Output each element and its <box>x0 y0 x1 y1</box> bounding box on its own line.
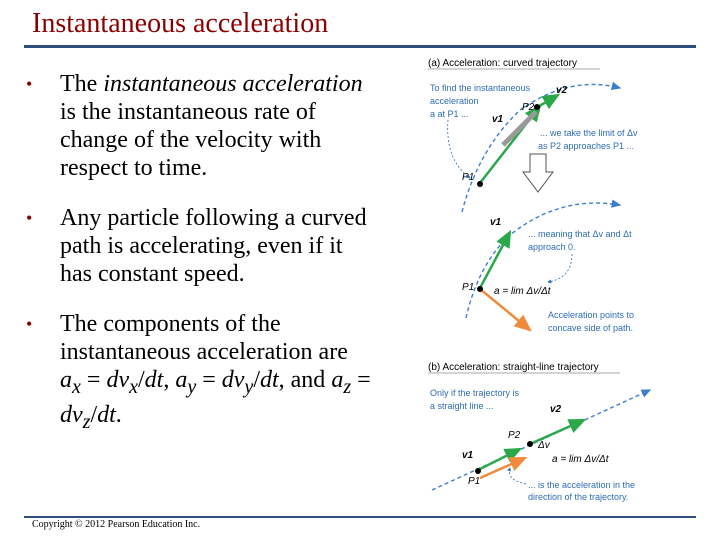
note-concave-line-1: Acceleration points to <box>548 310 634 320</box>
bullet-1-part-2: is the instantaneous rate of change of t… <box>60 99 322 181</box>
label-v1-bottom: v1 <box>490 217 502 228</box>
velocity-v2-arrow-b <box>529 418 587 446</box>
bullet-components: • The components of the instantaneous ac… <box>24 310 374 436</box>
label-a-limit: a = lim Δv/Δt <box>494 286 552 297</box>
dt-symbol: dt <box>259 367 279 393</box>
label-p2: P2 <box>522 102 535 113</box>
label-delta-v-b: Δv <box>537 440 551 451</box>
equals: = <box>196 367 222 393</box>
note-direction-line-2: direction of the trajectory. <box>528 492 628 502</box>
ay-symbol: a <box>175 367 188 393</box>
ax-subscript: x <box>72 375 81 398</box>
note-find-line-2: acceleration <box>430 96 479 106</box>
bullet-2-text: Any particle following a curved path is … <box>60 205 367 287</box>
note-meaning: ... meaning that Δv and Δt approach 0. <box>528 229 632 252</box>
note-direction-pointer <box>507 467 527 485</box>
note-limit: ... we take the limit of Δv as P2 approa… <box>538 128 638 151</box>
and-text: , and <box>278 367 332 393</box>
ay-subscript: y <box>187 375 197 398</box>
label-p1-b: P1 <box>468 476 480 487</box>
dvx-symbol: dv <box>106 367 130 393</box>
figure-b-heading: (b) Acceleration: straight-line trajecto… <box>428 362 599 373</box>
note-limit-line-1: ... we take the limit of Δv <box>540 128 638 138</box>
comma: , <box>163 367 176 393</box>
label-v2-b: v2 <box>550 404 562 415</box>
bullet-1-part-1: The <box>60 71 104 97</box>
dt-symbol: dt <box>144 367 164 393</box>
note-straight-line: Only if the trajectory is a straight lin… <box>430 388 520 411</box>
bullet-dot-icon: • <box>26 74 33 94</box>
equals: = <box>351 367 371 393</box>
point-p1 <box>477 181 483 187</box>
label-a-limit-b: a = lim Δv/Δt <box>552 454 610 465</box>
ax-symbol: a <box>60 367 72 393</box>
note-limit-line-2: as P2 approaches P1 ... <box>538 141 634 151</box>
slash: / <box>253 367 260 393</box>
point-p2 <box>534 104 540 110</box>
title-divider <box>24 45 696 48</box>
point-p1-b <box>475 468 481 474</box>
dvy-subscript: y <box>244 375 254 398</box>
figure-a-heading: (a) Acceleration: curved trajectory <box>428 58 577 69</box>
dvy-symbol: dv <box>221 367 245 393</box>
bullet-dot-icon: • <box>26 314 33 334</box>
label-v1: v1 <box>492 114 504 125</box>
note-meaning-line-1: ... meaning that Δv and Δt <box>528 229 632 239</box>
point-p2-b <box>527 441 533 447</box>
dt-symbol: dt <box>97 401 116 428</box>
delta-v-arrow <box>501 110 538 147</box>
note-find-line-1: To find the instantaneous <box>430 83 531 93</box>
note-find-line-3: a at P1 ... <box>430 109 469 119</box>
note-find-pointer <box>447 119 471 179</box>
copyright-notice: Copyright © 2012 Pearson Education Inc. <box>32 519 201 530</box>
velocity-v1-arrow-b <box>477 447 523 472</box>
note-direction: ... is the acceleration in the direction… <box>528 480 635 502</box>
note-straight-line-1: Only if the trajectory is <box>430 388 520 398</box>
equals: = <box>80 367 107 393</box>
trajectory-path-a-top <box>461 81 622 213</box>
dvz-symbol: dv <box>60 401 83 428</box>
note-meaning-line-2: approach 0. <box>528 242 576 252</box>
note-straight-line-2: a straight line ... <box>430 401 494 411</box>
point-p1-bottom <box>477 286 483 292</box>
note-concave: Acceleration points to concave side of p… <box>548 310 634 333</box>
dvx-subscript: x <box>129 375 138 398</box>
bullet-1-term: instantaneous acceleration <box>103 71 363 97</box>
slash: / <box>137 367 145 393</box>
slash: / <box>90 401 98 428</box>
slide-title: Instantaneous acceleration <box>32 8 329 39</box>
label-v1-b: v1 <box>462 450 474 461</box>
bullet-instantaneous-acceleration: • The instantaneous acceleration is the … <box>24 70 374 182</box>
note-direction-line-1: ... is the acceleration in the <box>528 480 635 490</box>
label-v2: v2 <box>556 85 568 96</box>
label-p1-bottom: P1 <box>462 282 474 293</box>
velocity-v1-arrow-a-bottom <box>478 229 512 289</box>
az-symbol: a <box>331 367 344 393</box>
note-concave-line-2: concave side of path. <box>548 323 633 333</box>
acceleration-arrow-a <box>479 288 532 332</box>
note-find-acceleration: To find the instantaneous acceleration a… <box>430 83 531 119</box>
az-subscript: z <box>343 375 352 398</box>
label-p1: P1 <box>462 172 474 183</box>
acceleration-arrow-b <box>479 456 528 480</box>
bullet-list: • The instantaneous acceleration is the … <box>24 70 374 458</box>
bullet-dot-icon: • <box>26 208 33 228</box>
period: . <box>115 401 122 428</box>
label-p2-b: P2 <box>508 430 521 441</box>
footer-divider <box>24 516 696 518</box>
note-meaning-pointer <box>547 253 573 284</box>
dvz-subscript: z <box>82 410 91 433</box>
bullet-curved-path: • Any particle following a curved path i… <box>24 204 374 288</box>
bullet-3-text: The components of the instantaneous acce… <box>60 311 348 365</box>
down-arrow-icon <box>522 153 554 193</box>
